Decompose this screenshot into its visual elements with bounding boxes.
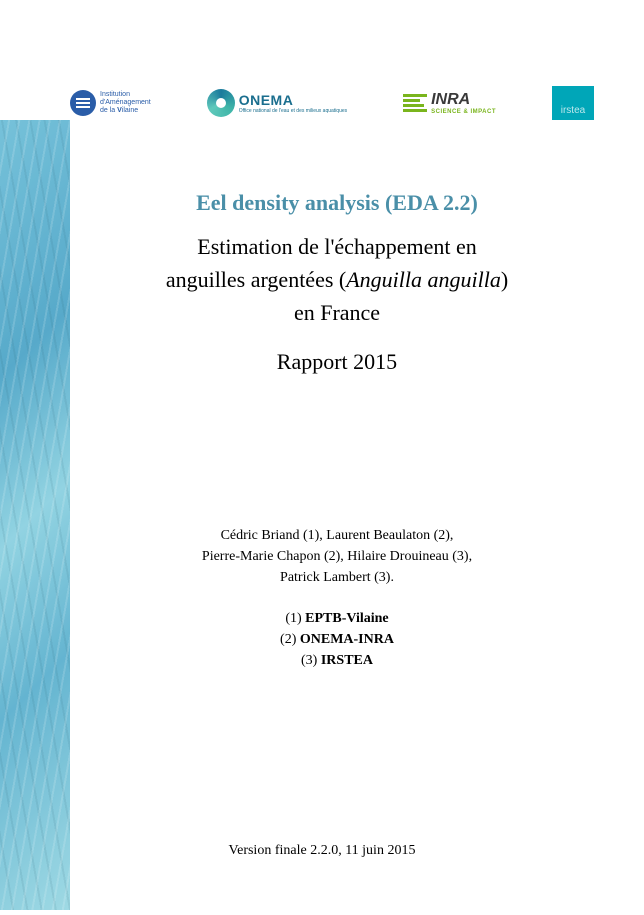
title-line1: Estimation de l'échappement en xyxy=(197,234,476,259)
aff3-name: IRSTEA xyxy=(321,653,373,668)
inra-tagline: SCIENCE & IMPACT xyxy=(431,109,496,115)
logo-onema: ONEMA Office national de l'eau et des mi… xyxy=(207,89,347,117)
authors-line2: Pierre-Marie Chapon (2), Hilaire Drouine… xyxy=(90,546,584,567)
iav-line1: Institution xyxy=(100,91,151,99)
affiliations-block: (1) EPTB-Vilaine (2) ONEMA-INRA (3) IRST… xyxy=(90,608,584,671)
main-content: Eel density analysis (EDA 2.2) Estimatio… xyxy=(90,190,584,671)
authors-line1: Cédric Briand (1), Laurent Beaulaton (2)… xyxy=(90,525,584,546)
aff2-num: (2) xyxy=(280,632,300,647)
irstea-name: irstea xyxy=(561,105,585,116)
onema-tagline: Office national de l'eau et des milieux … xyxy=(239,108,347,114)
decorative-side-strip xyxy=(0,120,70,910)
inra-icon xyxy=(403,91,427,115)
iav-icon xyxy=(70,90,96,116)
onema-icon xyxy=(207,89,235,117)
aff1-num: (1) xyxy=(285,611,305,626)
title-main: Estimation de l'échappement en anguilles… xyxy=(90,230,584,329)
logo-row: Institution d'Aménagement de la Vilaine … xyxy=(70,78,594,128)
title-line2-pre: anguilles argentées ( xyxy=(166,267,346,292)
onema-text: ONEMA Office national de l'eau et des mi… xyxy=(239,92,347,114)
affiliation-1: (1) EPTB-Vilaine xyxy=(90,608,584,629)
logo-iav: Institution d'Aménagement de la Vilaine xyxy=(70,90,151,116)
affiliation-3: (3) IRSTEA xyxy=(90,650,584,671)
title-colored: Eel density analysis (EDA 2.2) xyxy=(90,190,584,216)
logo-inra: INRA SCIENCE & IMPACT xyxy=(403,91,496,115)
title-line3: en France xyxy=(294,300,380,325)
aff2-name: ONEMA-INRA xyxy=(300,632,394,647)
affiliation-2: (2) ONEMA-INRA xyxy=(90,629,584,650)
aff3-num: (3) xyxy=(301,653,321,668)
title-line2-italic: Anguilla anguilla xyxy=(346,267,501,292)
title-report: Rapport 2015 xyxy=(90,349,584,375)
title-line2-post: ) xyxy=(501,267,508,292)
onema-name: ONEMA xyxy=(239,92,347,108)
inra-text: INRA SCIENCE & IMPACT xyxy=(431,91,496,115)
iav-line3: de la Vilaine xyxy=(100,107,151,115)
authors-block: Cédric Briand (1), Laurent Beaulaton (2)… xyxy=(90,525,584,588)
iav-text: Institution d'Aménagement de la Vilaine xyxy=(100,91,151,114)
iav-line2: d'Aménagement xyxy=(100,99,151,107)
authors-line3: Patrick Lambert (3). xyxy=(90,567,584,588)
version-footer: Version finale 2.2.0, 11 juin 2015 xyxy=(0,843,644,859)
logo-irstea: irstea xyxy=(552,86,594,120)
inra-name: INRA xyxy=(431,91,496,109)
aff1-name: EPTB-Vilaine xyxy=(305,611,389,626)
